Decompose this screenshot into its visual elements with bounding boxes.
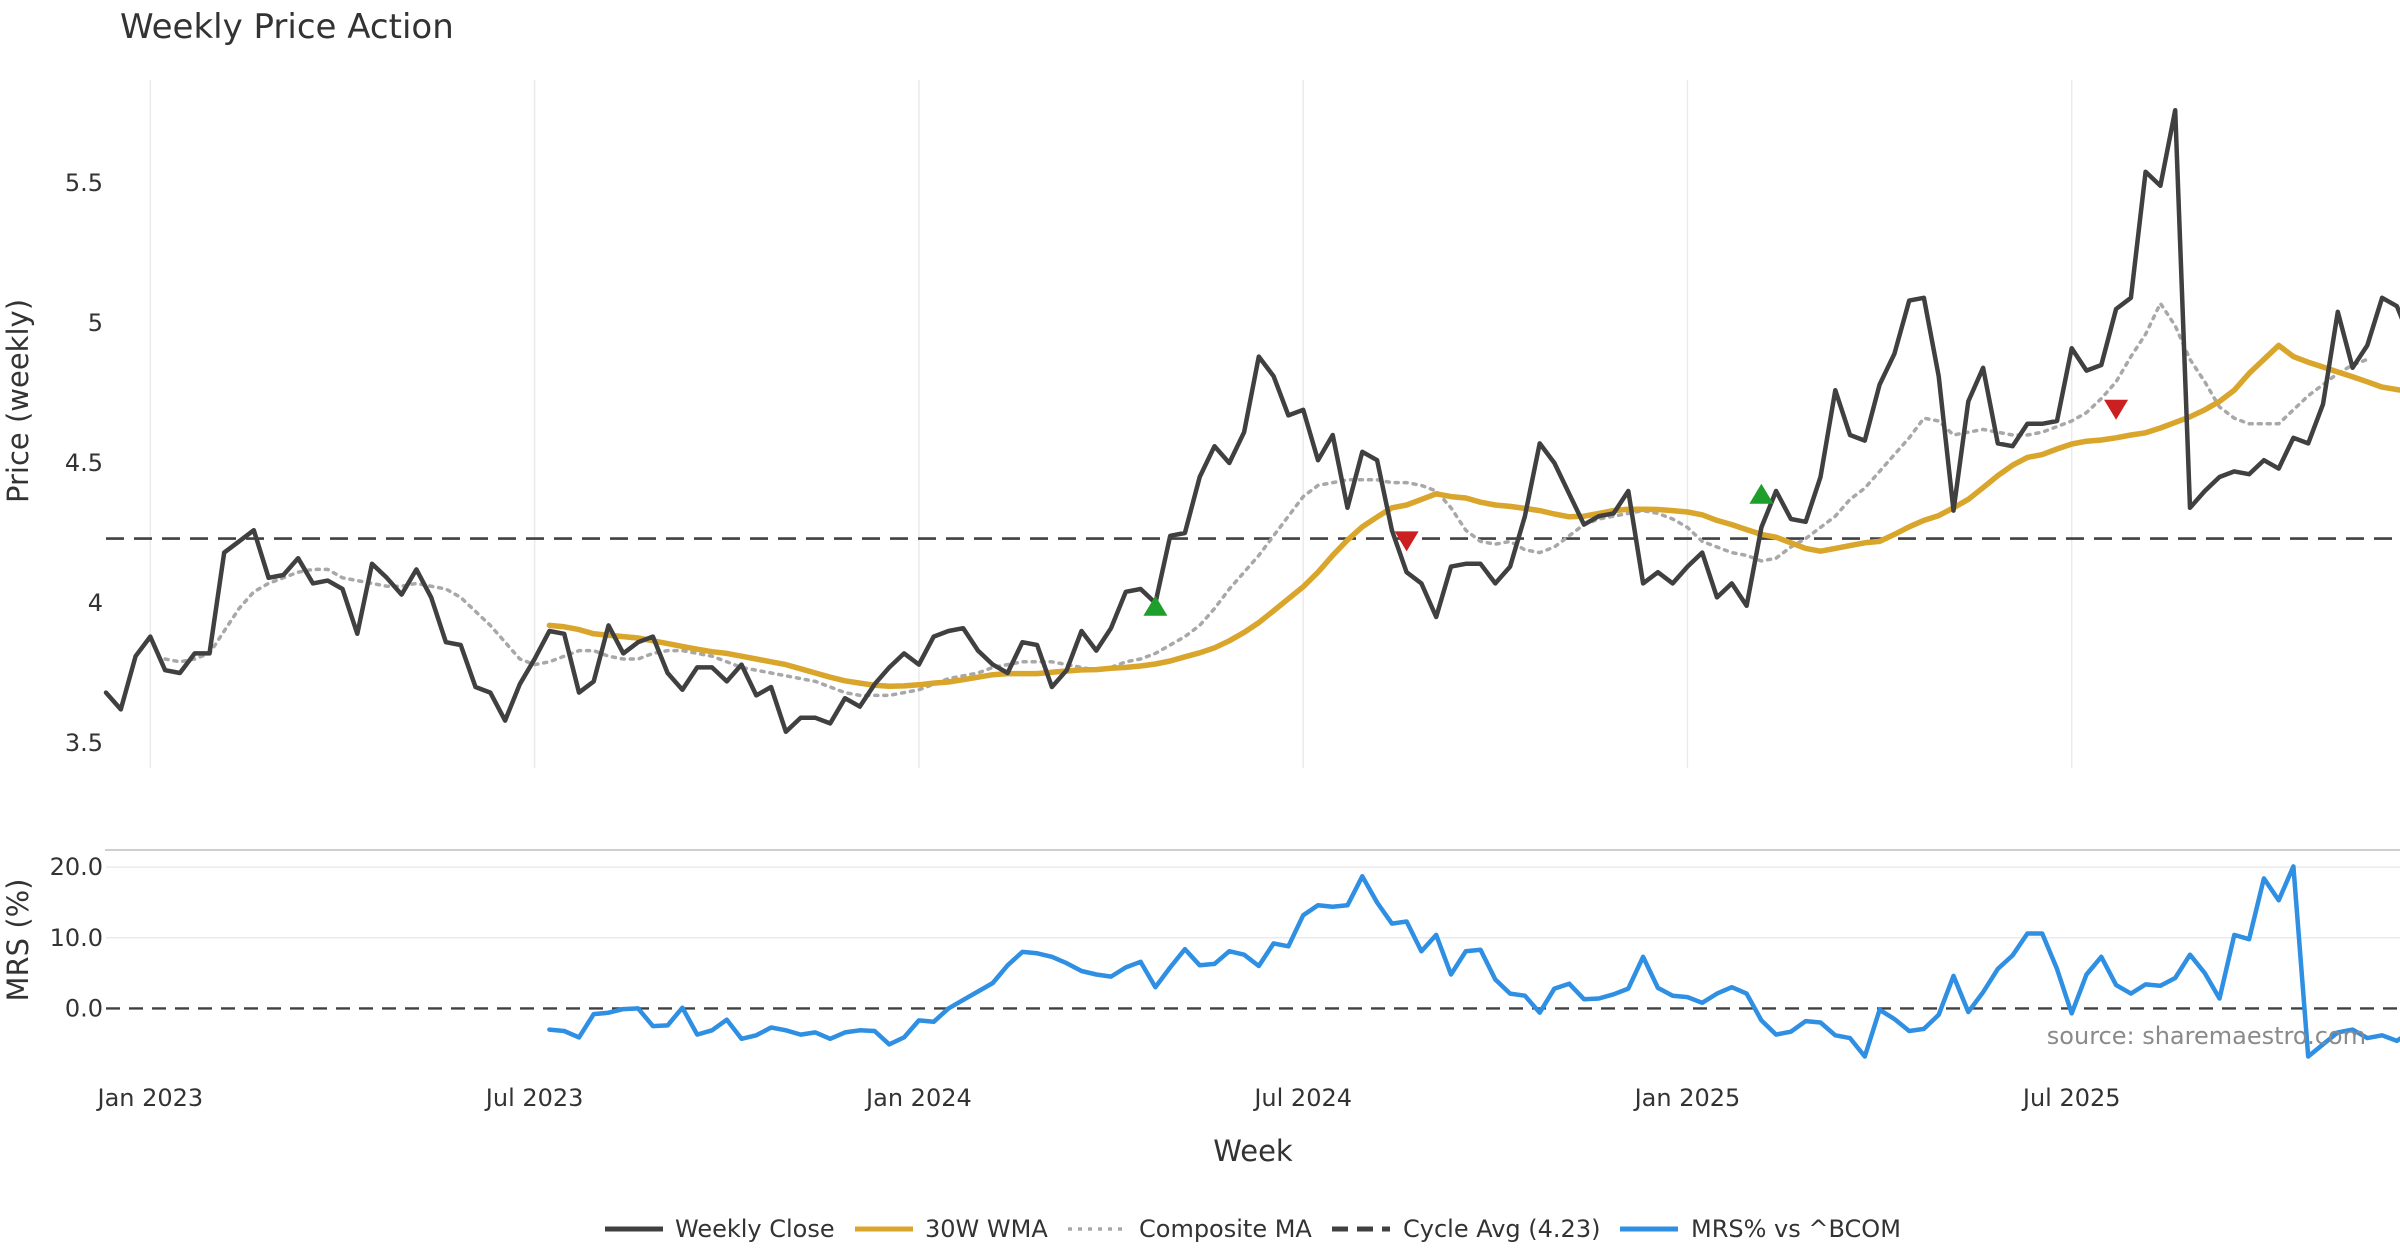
composite-ma-line (163, 301, 2370, 698)
signal-markers (1143, 399, 2129, 616)
weekly-close-line (103, 107, 2400, 735)
legend-label: Composite MA (1139, 1215, 1312, 1243)
wma-30-line (546, 342, 2400, 689)
source-credit: source: sharemaestro.com (2047, 1022, 2366, 1050)
x-tick-label: Jul 2023 (484, 1084, 584, 1112)
legend-label: Cycle Avg (4.23) (1403, 1215, 1600, 1243)
mrs-line (547, 864, 2400, 1059)
price-y-tick-label: 5 (88, 309, 103, 337)
buy-signal-marker (1749, 483, 1774, 504)
legend: Weekly Close 30W WMA Composite MA Cycle Avg… (605, 1215, 1901, 1243)
legend-label: MRS% vs ^BCOM (1691, 1215, 1901, 1243)
x-tick-label: Jul 2025 (2021, 1084, 2121, 1112)
x-tick-label: Jan 2025 (1633, 1084, 1741, 1112)
legend-label: Weekly Close (675, 1215, 835, 1243)
price-y-tick-label: 4.5 (65, 449, 103, 477)
sell-signal-marker (2104, 399, 2129, 420)
mrs-y-ticks: 0.0 10.0 20.0 (50, 853, 103, 1022)
price-y-ticks: 3.5 4 4.5 5 5.5 (65, 169, 103, 757)
x-tick-label: Jul 2024 (1252, 1084, 1352, 1112)
x-axis-ticks: Jan 2023 Jul 2023 Jan 2024 Jul 2024 Jan 2025… (95, 1084, 2120, 1112)
gridlines (106, 80, 2400, 939)
x-axis-label: Week (1213, 1134, 1293, 1168)
x-tick-label: Jan 2024 (864, 1084, 972, 1112)
price-y-tick-label: 5.5 (65, 169, 103, 197)
price-y-tick-label: 3.5 (65, 729, 103, 757)
legend-label: 30W WMA (925, 1215, 1048, 1243)
buy-signal-marker (1143, 595, 1168, 616)
mrs-y-axis-label: MRS (%) (1, 879, 35, 1002)
x-tick-label: Jan 2023 (95, 1084, 203, 1112)
mrs-y-tick-label: 0.0 (65, 994, 103, 1022)
mrs-y-tick-label: 20.0 (50, 853, 103, 881)
mrs-y-tick-label: 10.0 (50, 924, 103, 952)
price-y-tick-label: 4 (88, 589, 103, 617)
sell-signal-marker (1394, 531, 1419, 552)
chart-title: Weekly Price Action (120, 7, 454, 47)
price-y-axis-label: Price (weekly) (1, 299, 35, 503)
